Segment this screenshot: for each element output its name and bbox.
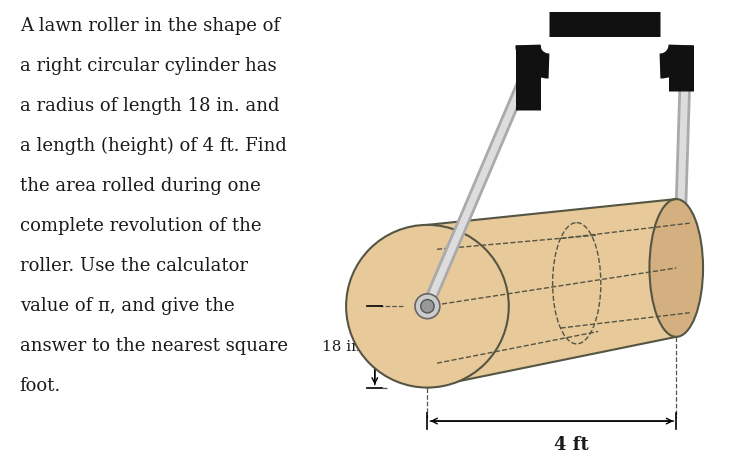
- Text: 4 ft: 4 ft: [554, 436, 588, 454]
- Text: value of π, and give the: value of π, and give the: [20, 297, 234, 315]
- Text: a right circular cylinder has: a right circular cylinder has: [20, 57, 276, 75]
- Text: a radius of length 18 in. and: a radius of length 18 in. and: [20, 97, 279, 115]
- Circle shape: [415, 294, 440, 319]
- Text: A lawn roller in the shape of: A lawn roller in the shape of: [20, 17, 280, 35]
- Text: foot.: foot.: [20, 377, 61, 395]
- Circle shape: [346, 225, 509, 388]
- Text: roller. Use the calculator: roller. Use the calculator: [20, 257, 247, 275]
- Text: 18 in: 18 in: [322, 340, 362, 354]
- Text: the area rolled during one: the area rolled during one: [20, 177, 261, 195]
- Ellipse shape: [649, 199, 703, 337]
- Polygon shape: [428, 199, 677, 388]
- Text: complete revolution of the: complete revolution of the: [20, 217, 262, 235]
- Text: answer to the nearest square: answer to the nearest square: [20, 337, 288, 355]
- Text: a length (height) of 4 ft. Find: a length (height) of 4 ft. Find: [20, 137, 287, 155]
- Circle shape: [421, 300, 434, 313]
